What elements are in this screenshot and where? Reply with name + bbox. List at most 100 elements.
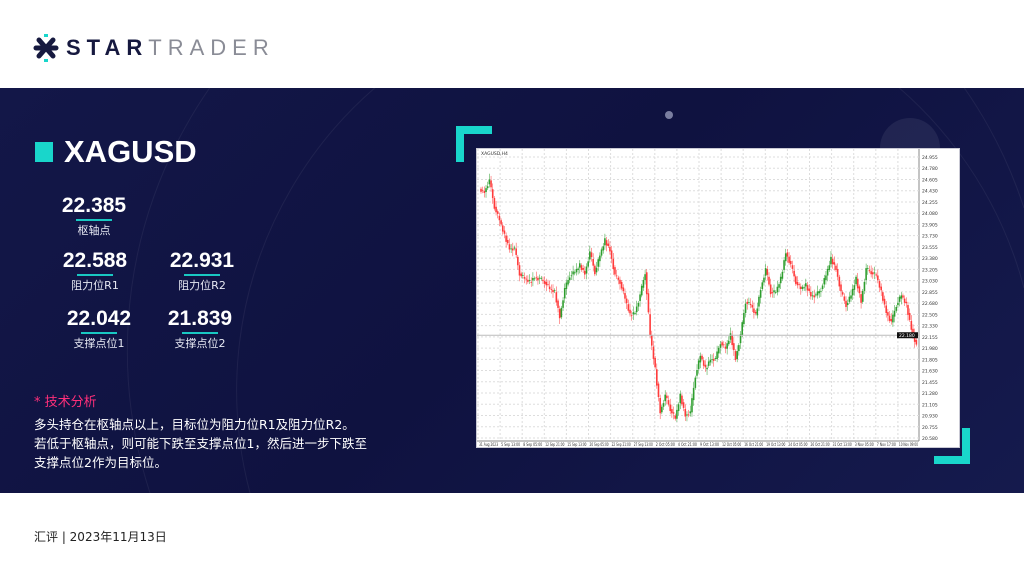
- candle-body: [726, 343, 728, 349]
- candle-body: [615, 275, 618, 277]
- candle-body: [895, 306, 898, 311]
- candle-body: [845, 300, 847, 307]
- r2-value: 22.931: [169, 249, 235, 272]
- candle-body: [863, 281, 866, 291]
- y-tick-label: 22.680: [922, 301, 938, 307]
- candle-body: [677, 404, 680, 412]
- candle-body: [882, 292, 884, 301]
- candle-body: [652, 346, 655, 359]
- brand-name: STARTRADER: [66, 35, 275, 61]
- candle-body: [547, 284, 549, 286]
- candle-body: [617, 277, 620, 280]
- candle-body: [907, 305, 909, 315]
- candle-body: [784, 253, 787, 262]
- candle-body: [893, 310, 896, 317]
- y-tick-label: 21.455: [922, 380, 938, 386]
- candle-body: [662, 403, 665, 407]
- symbol-marker: [35, 142, 53, 162]
- candle-body: [805, 283, 807, 287]
- chart-title: XAGUSD,H4: [481, 151, 508, 157]
- candle-body: [712, 358, 715, 361]
- y-tick-label: 21.805: [922, 357, 938, 363]
- candle-body: [885, 305, 888, 314]
- candle-body: [846, 302, 849, 306]
- candle-body: [831, 258, 834, 265]
- candle-body: [691, 398, 693, 413]
- candle-body: [650, 335, 653, 346]
- candle-body: [741, 322, 744, 336]
- candle-body: [558, 308, 561, 319]
- candle-body: [902, 295, 904, 298]
- candle-body: [669, 404, 672, 412]
- candle-body: [575, 268, 578, 273]
- candle-body: [570, 275, 573, 277]
- candle-body: [540, 277, 543, 279]
- candle-body: [803, 287, 805, 289]
- candle-body: [486, 186, 489, 189]
- candle-body: [820, 290, 822, 292]
- candle-body: [692, 387, 695, 401]
- candle-body: [838, 276, 841, 287]
- candle-body: [659, 397, 661, 414]
- analysis-title: * 技术分析: [34, 395, 97, 410]
- candle-body: [597, 259, 600, 267]
- candle-body: [517, 256, 519, 266]
- candle-body: [614, 267, 616, 275]
- candle-body: [490, 180, 492, 188]
- candle-body: [684, 408, 687, 417]
- candle-body: [783, 260, 785, 270]
- candle-body: [535, 277, 538, 279]
- candle-body: [676, 410, 678, 419]
- candle-body: [848, 296, 851, 302]
- candle-body: [856, 278, 859, 289]
- candle-body: [722, 344, 725, 346]
- candle-body: [595, 267, 598, 273]
- candle-body: [667, 400, 670, 405]
- y-tick-label: 22.505: [922, 312, 938, 318]
- candle-body: [620, 281, 623, 289]
- candle-body: [763, 277, 765, 283]
- y-tick-label: 23.030: [922, 279, 938, 285]
- candle-body: [538, 277, 541, 279]
- candle-body: [523, 277, 526, 279]
- candle-body: [510, 248, 512, 250]
- candle-body: [738, 345, 740, 352]
- candle-body: [866, 268, 869, 270]
- candle-body: [567, 279, 569, 285]
- candle-body: [776, 286, 779, 293]
- candle-body: [654, 357, 656, 368]
- candle-body: [915, 339, 918, 345]
- candle-body: [533, 278, 536, 280]
- brand-bold: STAR: [66, 35, 149, 60]
- candle-body: [883, 298, 886, 305]
- x-tick-label: 5 Sep 13:00: [501, 442, 520, 447]
- candle-body: [610, 250, 613, 259]
- candle-body: [908, 312, 911, 320]
- candle-body: [815, 294, 817, 296]
- candle-body: [731, 335, 733, 346]
- candle-body: [562, 300, 564, 308]
- candle-body: [766, 269, 769, 275]
- candle-body: [542, 279, 544, 281]
- candle-body: [786, 252, 789, 257]
- candle-body: [912, 328, 914, 335]
- x-tick-label: 3 Nov 05:00: [855, 442, 874, 447]
- x-tick-label: 19 Oct 13:00: [766, 442, 785, 447]
- candle-body: [736, 351, 738, 359]
- candle-body: [555, 292, 558, 303]
- candle-body: [851, 288, 854, 296]
- candle-body: [816, 291, 819, 296]
- candle-body: [649, 314, 651, 336]
- candle-body: [599, 255, 601, 262]
- candle-body: [689, 411, 692, 414]
- candle-body: [681, 395, 683, 405]
- s2-value: 21.839: [167, 307, 233, 330]
- x-tick-label: 9 Oct 13:00: [700, 442, 719, 447]
- divider: [76, 219, 112, 221]
- candle-body: [789, 260, 792, 265]
- candle-body: [632, 312, 635, 315]
- y-tick-label: 23.380: [922, 256, 938, 262]
- candle-body: [898, 296, 901, 302]
- candle-body: [629, 309, 631, 314]
- candle-body: [878, 281, 881, 288]
